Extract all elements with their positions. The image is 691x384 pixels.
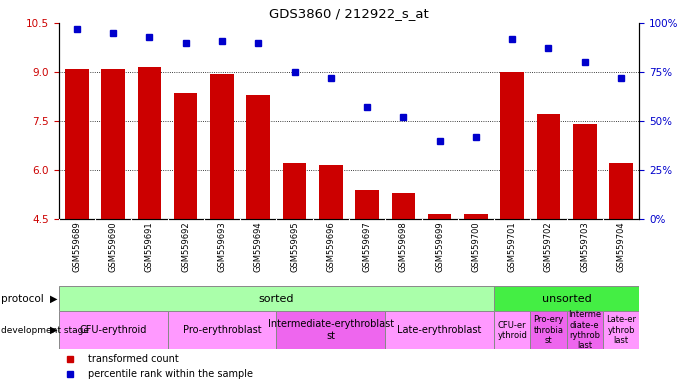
Bar: [210, 74, 234, 219]
Text: Pro-ery
throbia
st: Pro-ery throbia st: [533, 315, 564, 345]
Text: GSM559690: GSM559690: [108, 221, 117, 271]
Bar: [603, 311, 639, 349]
Text: GSM559702: GSM559702: [544, 221, 553, 271]
Text: GSM559693: GSM559693: [218, 221, 227, 271]
Bar: [102, 69, 125, 219]
Text: GSM559694: GSM559694: [254, 221, 263, 271]
Bar: [276, 311, 386, 349]
Text: GSM559703: GSM559703: [580, 221, 589, 271]
Text: Pro-erythroblast: Pro-erythroblast: [182, 325, 261, 335]
Bar: [355, 190, 379, 219]
Text: GSM559692: GSM559692: [181, 221, 190, 271]
Bar: [59, 311, 168, 349]
Bar: [567, 311, 603, 349]
Text: GSM559698: GSM559698: [399, 221, 408, 271]
Bar: [494, 311, 531, 349]
Text: percentile rank within the sample: percentile rank within the sample: [88, 369, 253, 379]
Text: ▶: ▶: [50, 293, 57, 304]
Bar: [500, 72, 524, 219]
Text: CFU-er
ythroid: CFU-er ythroid: [498, 321, 527, 340]
Bar: [464, 214, 488, 219]
Text: transformed count: transformed count: [88, 354, 178, 364]
Bar: [283, 164, 306, 219]
Text: GSM559704: GSM559704: [616, 221, 625, 271]
Text: sorted: sorted: [258, 293, 294, 304]
Bar: [494, 286, 639, 311]
Bar: [386, 311, 494, 349]
Text: protocol: protocol: [1, 293, 44, 304]
Bar: [319, 165, 343, 219]
Text: GSM559700: GSM559700: [471, 221, 480, 271]
Text: GSM559701: GSM559701: [508, 221, 517, 271]
Text: GSM559696: GSM559696: [326, 221, 335, 271]
Bar: [609, 164, 633, 219]
Text: GSM559695: GSM559695: [290, 221, 299, 271]
Bar: [168, 311, 276, 349]
Bar: [428, 214, 451, 219]
Bar: [573, 124, 596, 219]
Bar: [537, 114, 560, 219]
Text: Late-er
ythrob
last: Late-er ythrob last: [606, 315, 636, 345]
Text: GSM559691: GSM559691: [145, 221, 154, 271]
Bar: [138, 67, 161, 219]
Bar: [531, 311, 567, 349]
Bar: [59, 286, 494, 311]
Text: development stage: development stage: [1, 326, 89, 335]
Text: GSM559689: GSM559689: [73, 221, 82, 271]
Bar: [174, 93, 198, 219]
Text: Late-erythroblast: Late-erythroblast: [397, 325, 482, 335]
Text: Interme
diate-e
rythrob
last: Interme diate-e rythrob last: [568, 310, 601, 350]
Text: GSM559697: GSM559697: [363, 221, 372, 271]
Bar: [65, 69, 88, 219]
Title: GDS3860 / 212922_s_at: GDS3860 / 212922_s_at: [269, 7, 429, 20]
Text: GSM559699: GSM559699: [435, 221, 444, 271]
Text: Intermediate-erythroblast
st: Intermediate-erythroblast st: [267, 319, 394, 341]
Text: CFU-erythroid: CFU-erythroid: [79, 325, 147, 335]
Bar: [247, 95, 270, 219]
Bar: [392, 193, 415, 219]
Text: ▶: ▶: [50, 325, 57, 335]
Text: unsorted: unsorted: [542, 293, 591, 304]
